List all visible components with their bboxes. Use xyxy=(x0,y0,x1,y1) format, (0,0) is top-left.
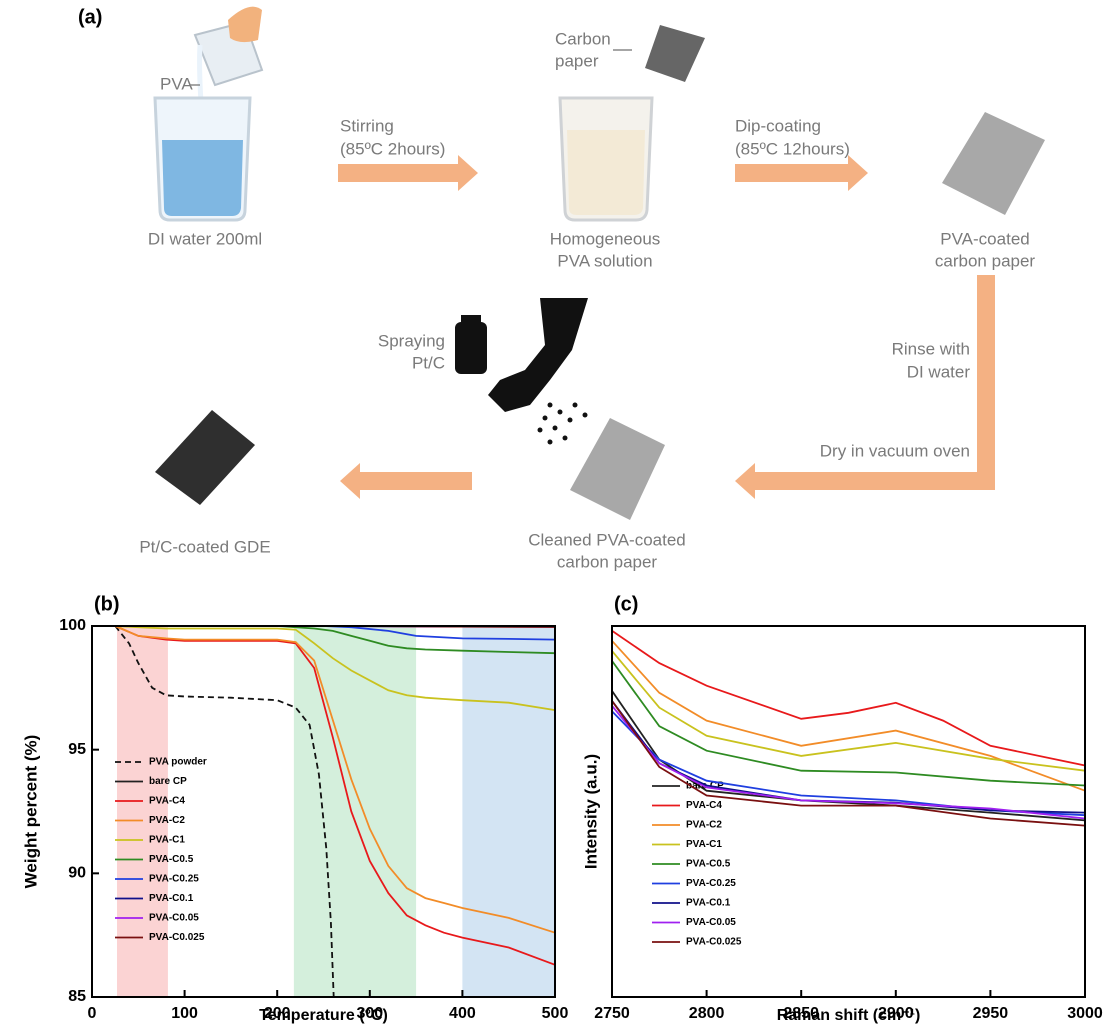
label: Dry in vacuum oven xyxy=(820,441,970,460)
legend-label: PVA powder xyxy=(149,757,207,768)
label: paper xyxy=(555,51,599,70)
series-line xyxy=(612,651,1085,771)
legend-label: PVA-C0.25 xyxy=(686,878,736,889)
label: PVA-coated xyxy=(940,229,1029,248)
series-line xyxy=(612,701,1085,813)
label: Stirring xyxy=(340,116,394,135)
carbon-paper xyxy=(645,25,705,82)
y-axis-label: Intensity (a.u.) xyxy=(581,754,600,869)
spray-dots xyxy=(538,403,588,445)
label: Carbon xyxy=(555,29,611,48)
y-tick-label: 95 xyxy=(68,741,86,758)
x-tick-label: 2950 xyxy=(973,1005,1009,1022)
series-line xyxy=(612,711,1085,815)
x-tick-label: 2750 xyxy=(594,1005,630,1022)
x-axis-label: Raman shift (cm⁻¹) xyxy=(777,1007,921,1024)
legend-label: PVA-C0.5 xyxy=(686,859,731,870)
y-tick-label: 90 xyxy=(68,865,86,882)
x-axis-label: Temperature (°C) xyxy=(259,1007,388,1024)
label: Pt/C-coated GDE xyxy=(139,537,270,556)
legend-label: PVA-C0.025 xyxy=(149,932,205,943)
solution xyxy=(567,130,645,215)
cleaned-paper xyxy=(570,418,665,520)
panel-label: (b) xyxy=(94,593,120,615)
coated-paper xyxy=(942,112,1045,215)
legend-label: PVA-C2 xyxy=(149,815,185,826)
arrow xyxy=(338,155,478,191)
label: DI water 200ml xyxy=(148,229,262,248)
legend-label: PVA-C2 xyxy=(686,820,722,831)
legend-label: PVA-C0.1 xyxy=(149,893,194,904)
x-tick-label: 500 xyxy=(542,1005,569,1022)
x-tick-label: 2800 xyxy=(689,1005,725,1022)
legend-label: PVA-C4 xyxy=(149,796,185,807)
legend-label: bare CP xyxy=(149,776,187,787)
series-line xyxy=(612,661,1085,786)
water xyxy=(162,140,243,216)
legend-label: PVA-C0.25 xyxy=(149,874,199,885)
y-axis-label: Weight percent (%) xyxy=(21,735,40,889)
panel-label: (a) xyxy=(78,6,102,28)
label: Cleaned PVA-coated xyxy=(528,530,686,549)
panel-label: (c) xyxy=(614,593,638,615)
x-tick-label: 400 xyxy=(449,1005,476,1022)
gde xyxy=(155,410,255,505)
x-tick-label: 3000 xyxy=(1067,1005,1103,1022)
label: carbon paper xyxy=(557,552,658,571)
legend-label: PVA-C4 xyxy=(686,800,722,811)
label: PVA solution xyxy=(557,251,652,270)
legend-label: PVA-C1 xyxy=(686,839,722,850)
label: Dip-coating xyxy=(735,116,821,135)
label: Rinse with xyxy=(892,339,970,358)
label: carbon paper xyxy=(935,251,1036,270)
legend-label: PVA-C0.05 xyxy=(149,913,199,924)
hand xyxy=(228,7,262,42)
label: PVA xyxy=(160,74,193,93)
legend-label: PVA-C0.5 xyxy=(149,854,194,865)
label: Pt/C xyxy=(412,353,445,372)
vial-cap xyxy=(461,315,481,324)
legend-label: PVA-C0.1 xyxy=(686,898,731,909)
arrow xyxy=(735,155,868,191)
series-line xyxy=(612,631,1085,766)
legend-label: PVA-C0.05 xyxy=(686,917,736,928)
label: (85ºC 2hours) xyxy=(340,139,445,158)
arrow xyxy=(340,463,472,499)
spray-gun xyxy=(488,298,588,412)
series-line xyxy=(612,641,1085,791)
label: (85ºC 12hours) xyxy=(735,139,850,158)
legend-label: PVA-C0.025 xyxy=(686,937,742,948)
label: DI water xyxy=(907,362,971,381)
legend-label: PVA-C1 xyxy=(149,835,185,846)
vial xyxy=(455,322,487,374)
series-line xyxy=(612,701,1085,826)
y-tick-label: 85 xyxy=(68,988,86,1005)
panel-a: (a) PVA DI water 200ml Stirring (85ºC 2h… xyxy=(78,6,1045,571)
arrow xyxy=(735,275,995,499)
x-tick-label: 100 xyxy=(171,1005,198,1022)
band xyxy=(294,626,416,997)
label: Homogeneous xyxy=(550,229,661,248)
y-tick-label: 100 xyxy=(59,617,86,634)
x-tick-label: 0 xyxy=(88,1005,97,1022)
label: Spraying xyxy=(378,331,445,350)
figure: (a) PVA DI water 200ml Stirring (85ºC 2h… xyxy=(0,0,1107,1029)
